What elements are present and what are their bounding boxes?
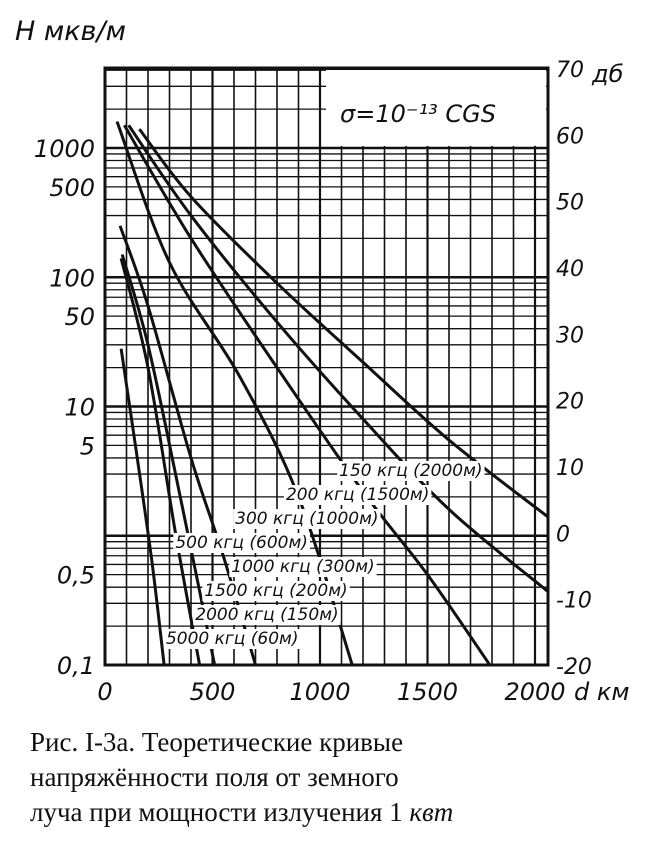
caption-line-1: Рис. I-3а. Теоретические кривые bbox=[30, 727, 404, 757]
curve-label-background bbox=[283, 485, 432, 505]
y-axis-label: H мкв/м bbox=[15, 16, 126, 47]
y-tick-label: 100 bbox=[49, 264, 95, 292]
curve-label: 1500 кгц (200м) bbox=[204, 581, 347, 601]
curve-label: 500 кгц (600м) bbox=[175, 533, 308, 553]
curve-5 bbox=[120, 254, 217, 666]
curve-label: 200 кгц (1500м) bbox=[286, 485, 429, 505]
y-right-tick-label: 50 bbox=[556, 191, 584, 216]
curve-label-background bbox=[163, 629, 301, 649]
x-tick-label: 1500 bbox=[397, 678, 458, 706]
plot-frame bbox=[103, 66, 550, 667]
x-axis-label: d км bbox=[574, 678, 629, 706]
x-tick-label: 2000 bbox=[504, 678, 565, 706]
y-tick-label: 0,1 bbox=[57, 652, 95, 680]
caption-line-3: луча при мощности излучения 1 квт bbox=[30, 795, 630, 830]
x-tick-label: 500 bbox=[190, 678, 236, 706]
y-right-tick-label: 70 bbox=[556, 58, 584, 83]
curve-label: 1000 кгц (300м) bbox=[231, 557, 374, 577]
annotation-sigma: σ=10⁻¹³ CGS bbox=[340, 100, 496, 128]
figure-caption: Рис. I-3а. Теоретические кривые напряжён… bbox=[30, 725, 630, 830]
curve-1 bbox=[127, 124, 549, 593]
y-tick-label: 50 bbox=[64, 303, 95, 331]
y-tick-label: 500 bbox=[49, 174, 95, 202]
curve-label-background bbox=[202, 581, 350, 601]
y-tick-label: 0,5 bbox=[57, 562, 95, 590]
curve-labels: 150 кгц (2000м) 200 кгц (1500м) 300 кгц (1… bbox=[163, 461, 485, 649]
grid bbox=[105, 68, 548, 667]
curve-label-background bbox=[173, 533, 310, 553]
annotation-box bbox=[326, 70, 546, 146]
x-tick-label: 0 bbox=[97, 678, 112, 706]
caption-text: луча при мощности излучения 1 bbox=[30, 797, 410, 827]
y-right-tick-label: 10 bbox=[556, 456, 584, 481]
y-right-tick-label: 30 bbox=[556, 323, 584, 348]
y-right-tick-label: -10 bbox=[556, 589, 592, 614]
curve-label-background bbox=[337, 461, 485, 481]
y-right-tick-label: 20 bbox=[556, 390, 584, 415]
curve-label-background bbox=[193, 605, 341, 625]
caption-line-2: напряжённости поля от земного bbox=[30, 762, 399, 792]
curve-label-background bbox=[233, 509, 381, 529]
y-tick-label: 5 bbox=[80, 432, 95, 460]
curve-label: 5000 кгц (60м) bbox=[166, 629, 299, 649]
y-tick-label: 10 bbox=[64, 394, 95, 422]
y-right-axis-unit: дб bbox=[591, 60, 624, 88]
y-right-tick-label: -20 bbox=[556, 655, 592, 680]
curve-label: 150 кгц (2000м) bbox=[339, 461, 482, 481]
curve-6 bbox=[119, 258, 202, 666]
curve-7 bbox=[119, 348, 166, 666]
y-right-tick-label: 40 bbox=[556, 257, 584, 282]
tick-labels: 0 500 1000 1500 20001000500100501050,50,1706… bbox=[34, 58, 592, 706]
x-tick-label: 1000 bbox=[289, 678, 350, 706]
caption-unit: квт bbox=[409, 797, 454, 827]
curve-label: 300 кгц (1000м) bbox=[235, 509, 378, 529]
curve-0 bbox=[138, 128, 549, 519]
y-right-tick-label: 0 bbox=[556, 522, 570, 547]
curve-label-background bbox=[229, 557, 377, 577]
curve-2 bbox=[123, 124, 492, 666]
y-right-tick-label: 60 bbox=[556, 124, 584, 149]
curve-label: 2000 кгц (150м) bbox=[195, 605, 338, 625]
y-tick-label: 1000 bbox=[34, 135, 95, 163]
